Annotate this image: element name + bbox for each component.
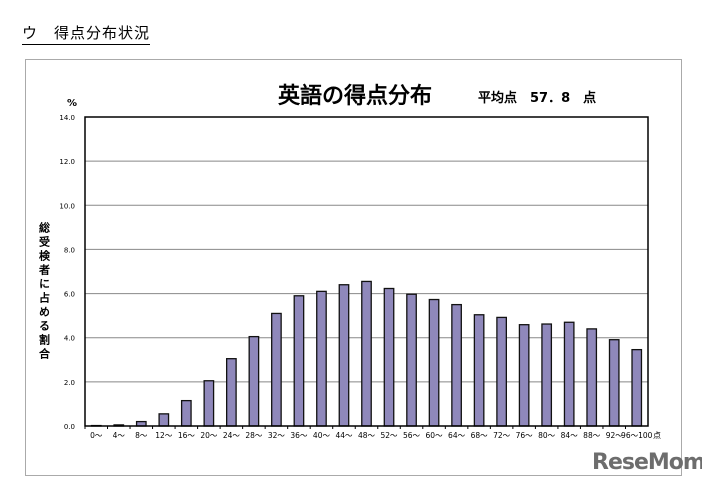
bar-80～ <box>541 323 553 427</box>
x-tick-label: 12～ <box>155 431 173 440</box>
resemom-logo: ReseMom <box>592 450 702 475</box>
y-tick-label: 0.0 <box>64 423 75 431</box>
average-score: 平均点 57．8 点 <box>478 90 596 106</box>
chart-frame <box>25 59 682 476</box>
x-unit: 点 <box>653 431 661 440</box>
y-tick-label: 4.0 <box>64 335 75 343</box>
y-tick-label: 8.0 <box>64 246 75 254</box>
x-tick-label: 80～ <box>538 431 556 440</box>
bar-48～ <box>361 280 372 427</box>
bar-84～ <box>563 321 575 427</box>
x-tick-label: 8～ <box>135 431 148 440</box>
x-tick-label: 92～ <box>606 431 624 440</box>
chart-title: 英語の得点分布 <box>278 83 432 109</box>
x-tick-label: 4～ <box>113 431 126 440</box>
x-tick-label: 60～ <box>426 431 444 440</box>
x-tick-label: 24～ <box>223 431 241 440</box>
x-tick-label: 84～ <box>561 431 579 440</box>
bar-36～ <box>293 295 305 427</box>
y-axis-label: 総受検者に占める割合 <box>38 221 52 362</box>
bar-64～ <box>451 303 462 427</box>
y-tick-label: 10.0 <box>59 202 75 210</box>
bar-44～ <box>338 284 350 427</box>
y-tick-label: 12.0 <box>59 158 75 166</box>
y-tick-label: 14.0 <box>59 114 75 122</box>
section-title: ウ 得点分布状況 <box>22 22 151 45</box>
x-tick-label: 72～ <box>493 431 511 440</box>
x-tick-label: 88～ <box>583 431 601 440</box>
bar-20～ <box>203 380 215 427</box>
bar-76～ <box>518 324 530 427</box>
bar-12～ <box>158 413 170 427</box>
x-tick-label: 56～ <box>403 431 421 440</box>
bar-88～ <box>586 328 598 427</box>
x-tick-label: 20～ <box>200 431 218 440</box>
x-tick-label: 40～ <box>313 431 331 440</box>
bar-56～ <box>406 293 417 427</box>
x-tick-label: 76～ <box>516 431 534 440</box>
bar-16～ <box>180 399 192 427</box>
bar-72～ <box>496 316 507 427</box>
bar-32～ <box>271 312 282 427</box>
bar-24～ <box>226 358 237 427</box>
bar-68～ <box>473 314 485 427</box>
bar-40～ <box>316 290 327 427</box>
x-tick-label: 0～ <box>90 431 103 440</box>
x-tick-label: 52～ <box>380 431 398 440</box>
y-tick-label: 6.0 <box>64 291 75 299</box>
bar-60～ <box>428 298 440 427</box>
y-unit: % <box>67 98 77 109</box>
x-tick-label: 16～ <box>178 431 196 440</box>
x-tick-label: 44～ <box>335 431 353 440</box>
bar-28～ <box>248 335 260 427</box>
x-tick-label: 36～ <box>290 431 308 440</box>
x-tick-label: 68～ <box>471 431 489 440</box>
x-tick-label: 48～ <box>358 431 376 440</box>
bar-92～ <box>608 339 620 427</box>
bar-52～ <box>383 287 395 427</box>
x-tick-label: 96～100 <box>621 431 653 440</box>
plot-area <box>84 116 649 427</box>
bar-96～100 <box>631 348 643 427</box>
y-tick-label: 2.0 <box>64 379 75 387</box>
x-tick-label: 32～ <box>268 431 286 440</box>
x-tick-label: 28～ <box>245 431 263 440</box>
x-tick-label: 64～ <box>448 431 466 440</box>
